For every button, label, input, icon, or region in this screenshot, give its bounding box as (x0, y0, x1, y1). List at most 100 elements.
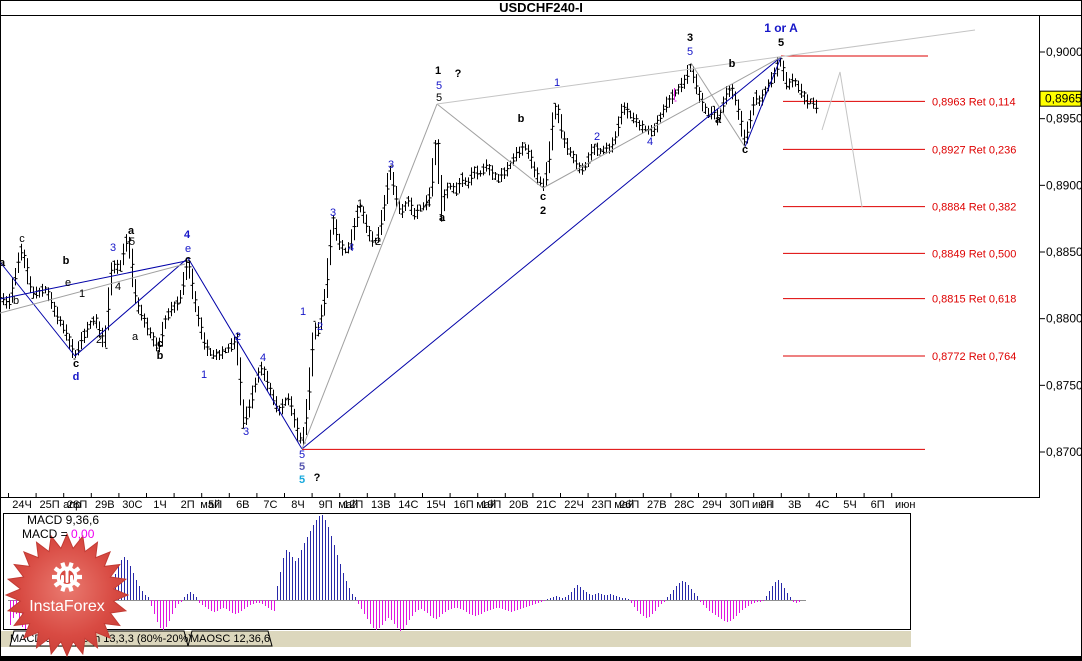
wave-label: c (157, 338, 163, 350)
wave-label: 4 (647, 136, 653, 148)
wave-label: 2 (594, 131, 600, 143)
trend-line (744, 56, 782, 148)
trend-line (542, 56, 782, 189)
current-price-tag: 0,8965 (1039, 90, 1082, 107)
tab-maosc[interactable]: MAOSC 12,36,6 (187, 630, 273, 647)
fib-level-label: 0,8927 Ret 0,236 (932, 144, 1016, 156)
fib-level-label: 0,8884 Ret 0,382 (932, 202, 1016, 214)
wave-label: c (742, 144, 748, 156)
wave-label: a (439, 212, 446, 224)
x-axis-month-label: май (476, 499, 496, 511)
wave-label: 4 (425, 198, 431, 210)
x-axis-label: 14С (398, 499, 418, 511)
fibonacci-levels: 0,8963 Ret 0,114 0,8927 Ret 0,236 0,8884 R… (302, 55, 1016, 450)
wave-label: 1 (79, 288, 85, 300)
x-axis-label: 16П (454, 499, 474, 511)
x-axis-month-label: июн (752, 499, 772, 511)
macd-histogram (8, 515, 806, 631)
wave-label: 1 (357, 198, 363, 210)
x-axis-label: 15Ч (426, 499, 446, 511)
trend-line (436, 29, 976, 105)
price-axis-label: 0,8850 (1046, 245, 1082, 259)
trend-line (187, 257, 303, 450)
x-axis-label: 8Ч (291, 499, 304, 511)
price-axis-label: 0,8750 (1046, 378, 1082, 392)
fib-level-label: 0,8815 Ret 0,618 (932, 294, 1016, 306)
wave-label: 1 (435, 65, 441, 77)
x-axis-label: 13В (371, 499, 391, 511)
wave-label: b (63, 255, 70, 267)
wave-label: 3 (687, 32, 693, 44)
current-price-label: 0,8965 (1045, 92, 1082, 106)
price-bars (0, 56, 819, 445)
x-axis-label: 25П (40, 499, 60, 511)
macd-value-prefix: MACD = (22, 527, 68, 541)
wave-label: 3 (243, 426, 249, 438)
wave-label: 3 (330, 207, 336, 219)
wave-label: a (128, 225, 135, 237)
macd-indicator-name: MACD 9,36,6 (27, 513, 100, 527)
price-axis-label: 0,8800 (1046, 312, 1082, 326)
wave-label: 2 (375, 236, 381, 248)
fib-level-label: 0,8772 Ret 0,764 (932, 351, 1016, 363)
tab-label[interactable]: Stoch 13,3,3 (80%-20%) (72, 633, 192, 645)
wave-label: 4 (348, 242, 354, 254)
wave-label: 2 (317, 321, 323, 333)
wave-label: c (19, 233, 25, 245)
wave-label: d (73, 371, 80, 383)
wave-label: ? (314, 472, 321, 484)
logo-text: InstaForex (29, 598, 105, 615)
trend-lines (0, 29, 976, 450)
x-axis-label: 28С (674, 499, 694, 511)
logo-starburst (4, 532, 130, 658)
x-axis-label: 6П (871, 499, 885, 511)
wave-label: 5 (778, 37, 784, 49)
x-axis-label: 29Ч (702, 499, 722, 511)
wave-label: c (540, 191, 546, 203)
wave-label: a (0, 257, 6, 269)
trend-line (0, 263, 186, 314)
wave-label: c (73, 358, 79, 370)
x-axis-label: 26П (619, 499, 639, 511)
wave-label: 4 (260, 352, 266, 364)
wave-label: 5 (436, 92, 442, 104)
trend-line (74, 257, 189, 357)
trend-line (301, 56, 782, 450)
wave-label: 2 (235, 331, 241, 343)
trend-line (301, 103, 438, 450)
wave-label: 5 (299, 461, 305, 473)
price-axis-label: 0,9000 (1046, 45, 1082, 59)
x-axis-label: 24Ч (12, 499, 32, 511)
price-axis-label: 0,8950 (1046, 112, 1082, 126)
wave-label: 1 or A (764, 21, 798, 35)
wave-label: b (518, 113, 525, 125)
x-axis-label: 27В (647, 499, 667, 511)
gear-icon (52, 562, 82, 592)
x-axis-label: 6В (236, 499, 249, 511)
x-axis-month-label: май (614, 499, 634, 511)
wave-label: 2 (540, 205, 546, 217)
wave-label: ? (455, 68, 462, 80)
wave-label: 5 (436, 80, 442, 92)
price-axis: 0,9000 0,8950 0,8900 0,8850 0,8800 0,8750 0,87… (1040, 45, 1082, 459)
wave-label: b (13, 295, 19, 307)
x-axis-label: июн (895, 499, 915, 511)
trend-line (436, 103, 544, 189)
x-axis-label: 30П (730, 499, 750, 511)
x-axis-label: 1Ч (153, 499, 166, 511)
wave-label: 3 (110, 242, 116, 254)
wave-label: a (715, 114, 722, 126)
x-axis-label: 12П (343, 499, 363, 511)
wave-label: a (132, 331, 139, 343)
trend-line (0, 261, 76, 357)
x-axis-label: 20В (509, 499, 529, 511)
x-axis-label: 4С (815, 499, 829, 511)
tab-label[interactable]: MAOSC 12,36,6 (190, 633, 270, 645)
trend-line (821, 71, 863, 208)
fib-level-label: 0,8849 Ret 0,500 (932, 248, 1016, 260)
wave-label: 1 (300, 306, 306, 318)
x-axis-month-label: май (200, 499, 220, 511)
wave-label: 4 (115, 281, 121, 293)
